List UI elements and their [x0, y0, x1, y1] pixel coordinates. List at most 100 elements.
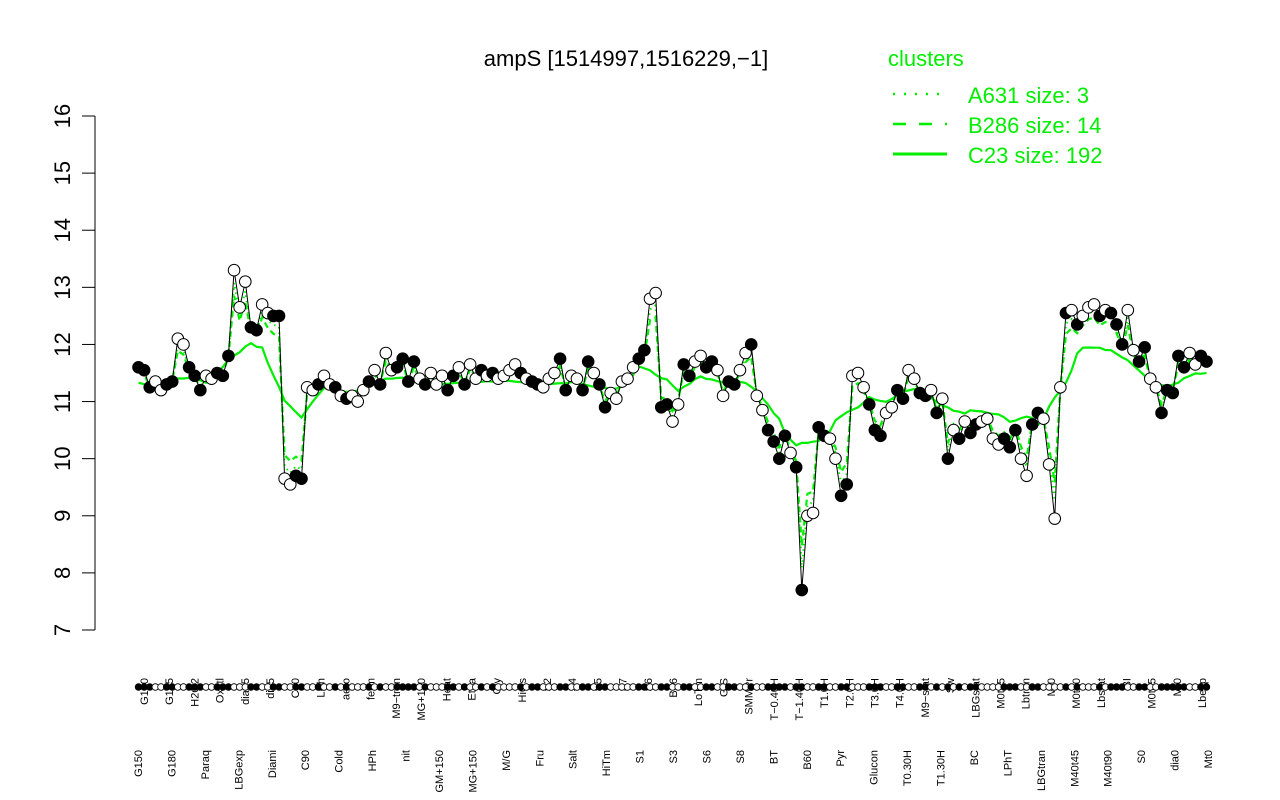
x-tick-label: T1.0H	[819, 678, 831, 708]
data-point	[216, 369, 230, 383]
x-tick-label: S8	[735, 750, 747, 763]
data-point	[1037, 412, 1050, 425]
data-point	[789, 460, 803, 474]
x-tick-label: Glucon	[869, 750, 881, 785]
x-tick-label: M0t45	[1147, 678, 1159, 709]
x-tick-label: Cold	[334, 750, 346, 773]
data-point	[1115, 338, 1129, 351]
data-point	[728, 378, 741, 391]
data-point	[1132, 355, 1146, 368]
data-point	[649, 286, 662, 300]
data-point	[761, 423, 775, 437]
x-tick-label: LBGexp	[233, 750, 245, 790]
data-point	[1200, 355, 1213, 368]
data-point	[683, 369, 696, 383]
x-tick-label: Fru	[534, 750, 546, 767]
data-point	[396, 352, 409, 366]
x-tick-label: LPhT	[1002, 750, 1014, 777]
x-tick-label: G180	[166, 750, 178, 777]
data-point	[896, 392, 910, 406]
data-point	[638, 343, 651, 357]
x-tick-label: LBGtran	[1036, 750, 1048, 791]
data-point	[548, 366, 561, 380]
x-tick-label: M0t90	[1071, 678, 1083, 709]
x-tick-label: T3.0H	[870, 678, 882, 708]
data-point	[295, 472, 308, 485]
data-point	[368, 363, 381, 377]
data-point	[823, 432, 837, 445]
data-point	[272, 309, 286, 323]
x-tick-label: BC	[969, 750, 981, 765]
x-tick-label: M40t45	[1069, 750, 1081, 787]
data-point	[194, 383, 207, 397]
data-point	[250, 323, 263, 337]
legend-entry-label: A631 size: 3	[968, 83, 1089, 108]
data-point	[570, 372, 584, 386]
data-point	[767, 435, 780, 448]
data-point	[1042, 458, 1056, 471]
y-tick-label: 14	[50, 218, 75, 242]
x-tick-label: MG+150	[467, 750, 479, 793]
data-point	[1020, 469, 1033, 483]
data-point	[609, 392, 623, 406]
data-point	[463, 358, 477, 371]
data-point	[402, 375, 415, 388]
data-point	[587, 366, 601, 380]
x-tick-label: T0.30H	[902, 750, 914, 786]
data-point	[907, 372, 921, 386]
data-point	[581, 355, 595, 368]
x-tick-label: M40t90	[1103, 750, 1115, 787]
y-axis: 7 8 9 10 11 12 13 14 15 16	[50, 104, 96, 636]
data-point	[851, 366, 865, 380]
data-point	[840, 478, 854, 491]
data-point	[671, 398, 685, 411]
legend-title: clusters	[888, 46, 964, 71]
data-point	[795, 583, 809, 597]
y-tick-label: 7	[50, 624, 75, 636]
data-point	[666, 415, 679, 428]
x-tick-label: S0	[1136, 750, 1148, 763]
data-point	[418, 378, 432, 391]
data-point	[733, 363, 747, 377]
series-line-gene	[138, 270, 1207, 591]
data-point	[351, 395, 365, 408]
rug-marker	[1202, 683, 1211, 691]
data-point	[373, 378, 387, 391]
data-points	[132, 263, 1213, 597]
x-tick-label: HiTm	[601, 750, 613, 776]
x-tick-label: B60	[802, 750, 814, 770]
data-point	[716, 389, 730, 403]
data-point	[778, 429, 792, 443]
x-tick-label: M0t45	[995, 678, 1007, 709]
data-point	[441, 383, 454, 397]
data-point	[885, 400, 899, 414]
data-point	[1003, 440, 1017, 454]
x-axis-rug	[134, 683, 1211, 691]
data-point	[452, 360, 466, 374]
data-point	[980, 412, 994, 425]
data-point	[362, 375, 376, 388]
data-point	[222, 349, 235, 363]
data-point	[1138, 341, 1151, 354]
x-tick-label: Diami	[267, 750, 279, 778]
data-point	[1166, 386, 1180, 400]
x-tick-label: M/G	[501, 750, 513, 771]
data-point	[593, 378, 606, 391]
data-point	[1054, 380, 1067, 394]
data-point	[424, 366, 438, 380]
x-tick-label: G135	[164, 678, 176, 705]
data-point	[924, 383, 938, 397]
x-tick-label: Salt	[568, 750, 580, 769]
x-tick-label: T4.0H	[895, 678, 907, 708]
x-tick-label: Mt0	[1203, 750, 1215, 768]
y-tick-label: 13	[50, 275, 75, 299]
x-tick-label: BT	[768, 750, 780, 764]
data-point	[576, 383, 589, 397]
data-point	[458, 378, 471, 391]
data-point	[165, 375, 179, 388]
data-point	[829, 452, 842, 465]
x-tick-label: T1.30H	[936, 750, 948, 786]
x-tick-label: G150	[139, 678, 151, 705]
data-point	[1127, 343, 1140, 357]
